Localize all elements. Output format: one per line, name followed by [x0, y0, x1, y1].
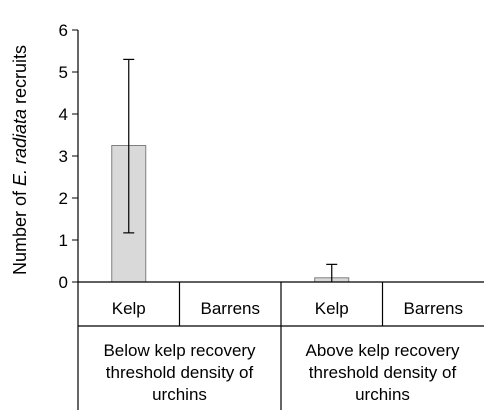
y-axis-group: Number of E. radiata recruits 0 1 2 3 4 5 6 [10, 21, 78, 292]
y-ticks: 0 1 2 3 4 5 6 [59, 21, 78, 292]
group-label-line: urchins [355, 385, 410, 404]
group-labels: Below kelp recovery threshold density of u… [103, 341, 460, 404]
category-label: Kelp [112, 299, 146, 318]
bars [111, 145, 350, 283]
category-label: Barrens [200, 299, 260, 318]
y-tick-label: 6 [59, 21, 68, 40]
y-tick-label: 3 [59, 147, 68, 166]
y-tick-label: 4 [59, 105, 68, 124]
y-axis-label-part-1: Number of [10, 186, 30, 275]
y-tick-label: 0 [59, 273, 68, 292]
y-axis-label: Number of E. radiata recruits [10, 45, 30, 275]
group-label-line: urchins [152, 385, 207, 404]
group-label-line: threshold density of [309, 363, 457, 382]
error-bars [123, 58, 338, 282]
y-axis-label-part-3: recruits [10, 45, 30, 109]
group-label-line: Below kelp recovery [103, 341, 256, 360]
category-labels: Kelp Barrens Kelp Barrens [112, 299, 463, 318]
y-tick-label: 5 [59, 63, 68, 82]
group-label-line: Above kelp recovery [305, 341, 460, 360]
category-label: Barrens [403, 299, 463, 318]
axes [77, 30, 484, 410]
group-label-line: threshold density of [106, 363, 254, 382]
category-label: Kelp [315, 299, 349, 318]
y-tick-label: 2 [59, 189, 68, 208]
y-tick-label: 1 [59, 231, 68, 250]
y-axis-label-species: E. radiata [10, 109, 30, 186]
